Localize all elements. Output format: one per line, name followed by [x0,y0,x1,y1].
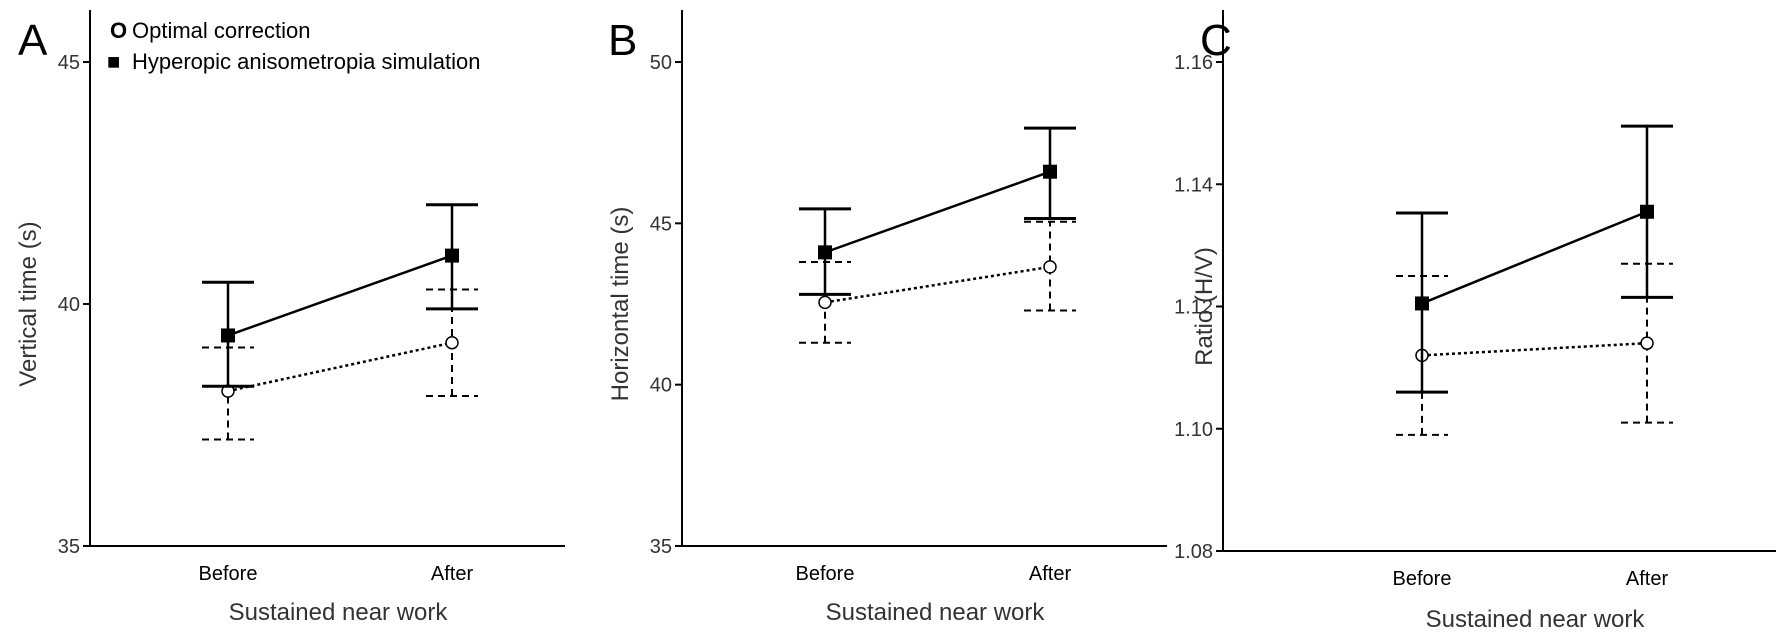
y-tick-label: 1.14 [1174,174,1213,196]
data-point-optimal [1043,260,1057,274]
chart-panel-c: C 1.08 1.10 1.12 1.14 1.16 Before After Sustaine… [1174,10,1776,633]
chart-panel-b: B 35 40 45 50 Before After Sustained near work H… [607,10,1167,626]
data-point-hyperopic [818,245,832,260]
series-line-hyperopic [227,254,453,337]
x-category-label: Before [199,563,258,585]
x-axis-title: Sustained near work [826,599,1046,626]
y-tick-label: 45 [58,52,80,74]
data-point-hyperopic [221,328,235,343]
panel-letter: B [608,16,637,65]
chart-panels: A 35 40 45 Before After Sustained near work Ver… [15,10,1776,633]
x-category-label: After [1029,563,1072,585]
x-category-label: After [431,563,474,585]
x-axis-title: Sustained near work [229,599,449,626]
y-tick-label: 1.10 [1174,419,1213,441]
y-tick-label: 35 [650,536,672,558]
y-tick-label: 35 [58,536,80,558]
data-point-hyperopic [1640,204,1654,219]
series-line-hyperopic [1421,210,1648,305]
y-axis-title: Vertical time (s) [15,221,42,386]
data-point-optimal [1640,336,1654,350]
series-line-optimal [824,265,1051,304]
series-line-hyperopic [824,170,1051,254]
data-point-hyperopic [1415,296,1429,311]
legend: O Optimal correction ■ Hyperopic anisome… [107,18,481,74]
x-category-label: Before [796,563,855,585]
panel-letter: C [1200,16,1232,65]
data-point-hyperopic [1043,164,1057,179]
data-point-hyperopic [445,248,459,263]
legend-marker-square: ■ [107,49,120,74]
data-point-optimal [818,295,832,310]
x-axis-title: Sustained near work [1426,606,1646,633]
legend-label-hyperopic: Hyperopic anisometropia simulation [132,49,481,74]
y-tick-label: 1.12 [1174,297,1213,319]
series-line-optimal [1421,341,1648,357]
y-axis-title: Ratio (H/V) [1191,247,1218,366]
x-category-label: Before [1393,568,1452,590]
data-point-optimal [445,335,459,350]
chart-panel-a: A 35 40 45 Before After Sustained near work Ver… [15,10,565,626]
series-line-optimal [227,341,453,393]
y-tick-label: 40 [58,294,80,316]
legend-label-optimal: Optimal correction [132,18,311,43]
y-tick-label: 1.08 [1174,541,1213,563]
legend-marker-circle: O [110,18,127,43]
y-axis-title: Horizontal time (s) [607,207,634,402]
panel-letter: A [18,16,48,65]
y-tick-label: 45 [650,213,672,235]
x-category-label: After [1626,568,1669,590]
y-tick-label: 40 [650,375,672,397]
y-tick-label: 1.16 [1174,52,1213,74]
y-tick-label: 50 [650,52,672,74]
